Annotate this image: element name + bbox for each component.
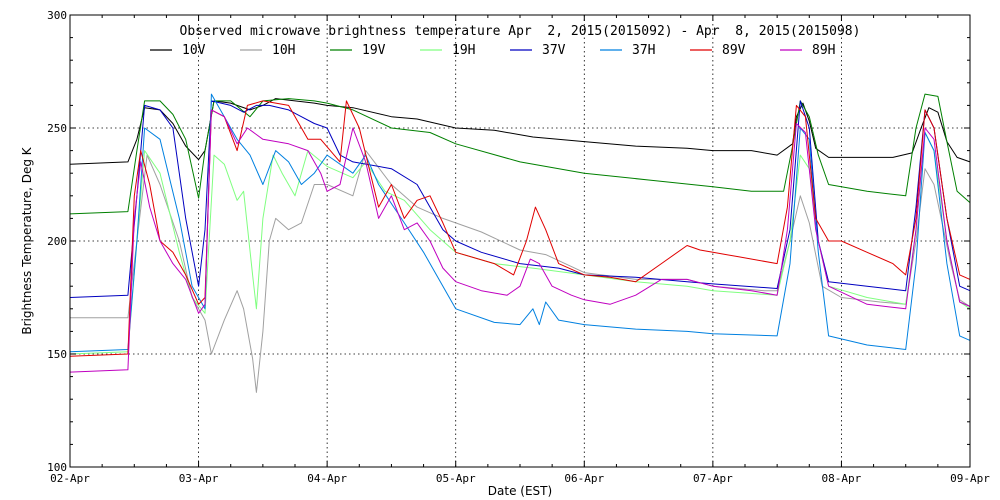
- legend-label-19h: 19H: [452, 43, 475, 58]
- y-tick-label: 150: [47, 348, 67, 361]
- legend-label-37v: 37V: [542, 43, 566, 58]
- series-line-19v: [69, 93, 971, 215]
- y-tick-label: 200: [47, 235, 67, 248]
- y-tick-label: 250: [47, 122, 67, 135]
- series-line-10h: [70, 150, 971, 393]
- x-tick-label: 05-Apr: [436, 472, 476, 485]
- legend-label-89v: 89V: [722, 43, 746, 58]
- tick-labels: 02-Apr 03-Apr 04-Apr 05-Apr 06-Apr 07-Apr 08-A…: [47, 9, 990, 485]
- series-group: [69, 93, 971, 393]
- series-line-10v: [69, 98, 971, 165]
- chart-title: Observed microwave brightness temperatur…: [180, 24, 861, 39]
- x-axis-title: Date (EST): [488, 484, 552, 498]
- legend-label-10h: 10H: [272, 43, 295, 58]
- x-tick-label: 02-Apr: [50, 472, 90, 485]
- tick-marks: [69, 14, 971, 468]
- y-tick-label: 300: [47, 9, 67, 22]
- legend-label-89h: 89H: [812, 43, 835, 58]
- x-tick-label: 07-Apr: [693, 472, 733, 485]
- legend-label-37h: 37H: [632, 43, 655, 58]
- x-tick-label: 03-Apr: [179, 472, 219, 485]
- legend: 10V 10H 19V 19H 37V 37H 89V 89H: [150, 43, 835, 58]
- series-line-37h: [69, 93, 971, 353]
- legend-label-19v: 19V: [362, 43, 386, 58]
- x-tick-label: 04-Apr: [307, 472, 347, 485]
- series-line-37v: [69, 100, 971, 298]
- series-line-89h: [69, 109, 971, 373]
- legend-label-10v: 10V: [182, 43, 206, 58]
- x-tick-label: 08-Apr: [822, 472, 862, 485]
- x-tick-label: 09-Apr: [950, 472, 990, 485]
- series-line-19h: [69, 132, 971, 355]
- y-axis-title: Brightness Temperature, Deg K: [20, 146, 34, 334]
- y-tick-label: 100: [47, 461, 67, 474]
- x-tick-label: 06-Apr: [564, 472, 604, 485]
